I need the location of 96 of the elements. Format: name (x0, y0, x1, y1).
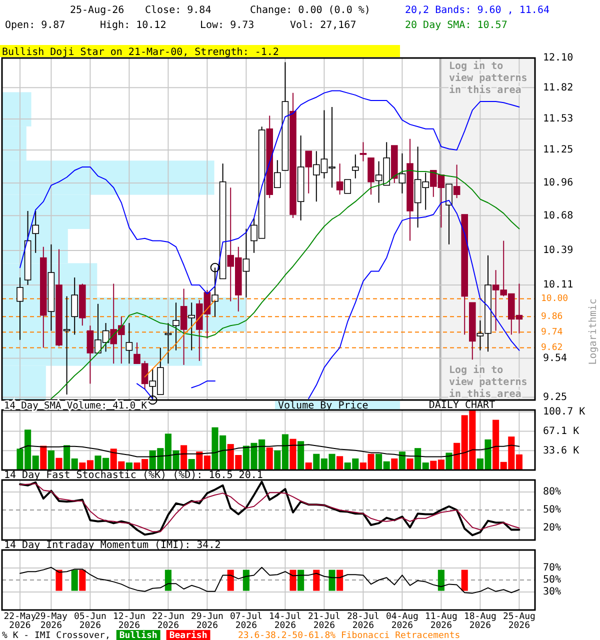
bar (298, 441, 304, 470)
text: Close: 9.84 (145, 5, 212, 16)
x-tick-label: 28-Jul 2026 (346, 612, 380, 631)
ref-line-label: 9.62 (541, 343, 563, 354)
text: Change: 0.00 (0.0 %) (250, 5, 370, 16)
y-tick-label: 9.54 (543, 353, 568, 364)
candlestick (398, 152, 406, 194)
y-tick-label: 50% (543, 504, 562, 516)
candlestick (274, 160, 281, 188)
text: 20 Day SMA: 10.57 (405, 20, 508, 31)
legend-title: % K - IMI Crossover, (2, 631, 110, 640)
text: Bearish (169, 630, 208, 640)
text: High: 10.12 (100, 20, 166, 31)
y-tick-label: 9.25 (543, 392, 568, 403)
candlestick (180, 288, 188, 366)
candlestick (188, 302, 195, 351)
annotation: Log in to view patterns in this area (449, 364, 528, 400)
y-tick-label: 10.68 (543, 210, 574, 222)
y-tick-label: 30% (543, 586, 562, 598)
text: Vol: 27,167 (290, 20, 356, 31)
text: 20,2 Bands: 9.60 , 11.64 (405, 5, 550, 16)
y-tick-label: 100.7 K (543, 406, 586, 418)
bar (40, 446, 47, 470)
x-tick-label: 21-Jul 2026 (308, 612, 340, 631)
y-tick-label: 11.82 (543, 82, 574, 94)
candlestick (63, 296, 70, 396)
text: 23.6-38.2-50-61.8% Fibonacci Retracements (238, 631, 460, 640)
annotation: DAILY CHART (428, 400, 496, 411)
x-tick-label: 05-Jun 2026 (74, 612, 106, 631)
chart-title: 14 Day Fast Stochastic (%K) (%D): 16.5 20.1 (4, 470, 263, 481)
line-series (20, 566, 520, 594)
bar (48, 450, 54, 470)
candlestick (172, 302, 180, 351)
candlestick (352, 154, 359, 179)
ref-line-label: 10.00 (541, 294, 568, 304)
bar (290, 438, 296, 470)
x-tick-label: 11-Aug 2026 (424, 612, 458, 631)
x-tick-label: 07-Jul 2026 (230, 612, 262, 631)
candlestick (368, 157, 374, 196)
y-tick-label: 20% (543, 522, 562, 534)
candlestick (164, 322, 172, 364)
x-tick-label: 22-May 2026 (4, 612, 37, 631)
candlestick (453, 164, 460, 199)
candlestick (336, 163, 344, 196)
bar (446, 452, 452, 470)
candlestick (344, 179, 351, 194)
x-tick-label: 04-Aug 2026 (386, 612, 418, 631)
y-tick-label: 70% (543, 562, 562, 574)
text: 25-Aug-26 (70, 5, 124, 16)
x-tick-label: 14-Jul 2026 (268, 612, 302, 631)
line-series (20, 444, 520, 458)
bar (266, 448, 273, 470)
y-tick-label: 10.39 (543, 245, 574, 256)
bar (180, 445, 188, 470)
candlestick (305, 150, 312, 194)
bar (398, 452, 406, 470)
chart-subtitle: Bullish Doji Star on 21-Mar-00, Strength: -1.2 (2, 47, 279, 58)
candlestick (16, 276, 24, 340)
y-tick-label: 67.1 K (543, 426, 580, 438)
y-tick-label: 11.53 (543, 114, 574, 125)
bar (305, 462, 312, 470)
y-tick-label: 80% (543, 486, 562, 498)
ref-line-label: 9.74 (541, 328, 563, 338)
y-tick-label: 12.10 (543, 52, 574, 64)
text: Open: 9.87 (5, 20, 66, 31)
x-tick-label: 29-Jun 2026 (190, 612, 224, 631)
bar (56, 458, 62, 470)
y-tick-label: 11.25 (543, 144, 574, 156)
candlestick (32, 210, 39, 254)
text: 14 Day SMA Volume: 41.0 K (4, 400, 148, 412)
bar (336, 456, 344, 470)
bar (188, 459, 195, 470)
candlestick (126, 322, 133, 364)
text: Low: 9.73 (200, 20, 254, 31)
candlestick (71, 276, 78, 336)
y-tick-label: 33.6 K (543, 445, 580, 456)
bar (126, 462, 132, 470)
y-tick-label: 10.11 (543, 280, 574, 291)
y-tick-label: 50% (543, 574, 562, 586)
candlestick (360, 142, 367, 162)
bar (406, 458, 414, 470)
x-tick-label: 12-Jun 2026 (112, 612, 146, 631)
candlestick (86, 325, 94, 384)
x-tick-label: 25-Aug 2026 (502, 612, 536, 631)
ref-line-label: 9.86 (541, 312, 563, 322)
bar (391, 458, 398, 470)
x-tick-label: 18-Aug 2026 (464, 612, 496, 631)
annotation: Log in to view patterns in this area (449, 60, 528, 96)
candlestick (446, 184, 452, 245)
chart-title: 14 Day Intraday Momentum (IMI): 34.2 (4, 540, 221, 551)
y-axis-title: Logarithmic (588, 298, 599, 365)
text: Bullish (119, 630, 158, 640)
x-tick-label: 22-Jun 2026 (152, 612, 184, 631)
x-tick-label: 29-May 2026 (34, 612, 68, 631)
y-tick-label: 10.96 (543, 178, 574, 189)
candlestick (242, 228, 250, 298)
